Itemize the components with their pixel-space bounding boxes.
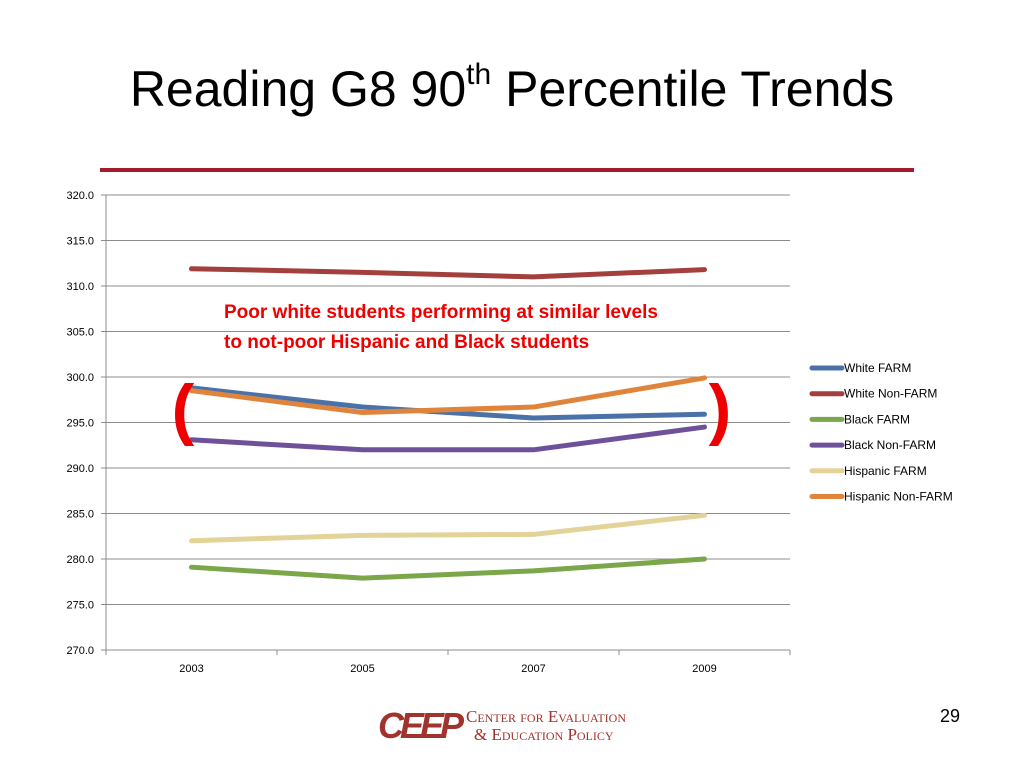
slide-title: Reading G8 90th Percentile Trends (0, 60, 1024, 117)
y-tick-label: 270.0 (66, 645, 94, 657)
y-tick-label: 305.0 (66, 327, 94, 339)
legend-label: White FARM (844, 361, 911, 375)
y-tick-label: 320.0 (66, 190, 94, 202)
annotation-close-bracket: ) (709, 371, 732, 447)
x-tick-label: 2009 (692, 663, 716, 675)
y-tick-label: 310.0 (66, 281, 94, 293)
series-line (189, 424, 707, 453)
logo-line-1: Center for Evaluation (466, 707, 627, 726)
series-line (189, 385, 707, 421)
legend-label: Hispanic Non-FARM (844, 490, 953, 504)
y-tick-label: 290.0 (66, 463, 94, 475)
y-tick-label: 285.0 (66, 509, 94, 521)
logo-mark: CEEP (378, 705, 464, 746)
ceep-logo: CEEP Center for Evaluation & Education P… (378, 706, 658, 748)
logo-line-2: & Education Policy (474, 725, 614, 744)
page-number: 29 (939, 706, 961, 726)
legend-label: Black Non-FARM (844, 438, 936, 452)
y-tick-label: 315.0 (66, 236, 94, 248)
series-line (189, 266, 707, 280)
x-tick-label: 2007 (521, 663, 545, 675)
series-line (189, 556, 707, 581)
x-tick-label: 2005 (350, 663, 374, 675)
y-tick-label: 295.0 (66, 418, 94, 430)
y-tick-label: 275.0 (66, 600, 94, 612)
y-tick-label: 280.0 (66, 554, 94, 566)
logo-wordmark: Center for Evaluation & Education Policy (466, 708, 626, 744)
slide-title-main: Reading G8 90 (129, 61, 467, 117)
legend-label: Hispanic FARM (844, 464, 927, 478)
series-line (189, 375, 707, 415)
slide-title-superscript: th (466, 58, 492, 91)
line-chart: 270.0 275.0 280.0 285.0 290.0 295.0 300.0 305.0… (66, 190, 953, 675)
y-tick-label: 300.0 (66, 372, 94, 384)
x-tick-label: 2003 (179, 663, 203, 675)
annotation-line-1: Poor white students performing at simila… (224, 302, 658, 323)
annotation-open-bracket: ( (172, 371, 195, 447)
annotation-line-2: to not-poor Hispanic and Black students (224, 332, 589, 353)
title-divider (100, 168, 914, 172)
slide-title-rest: Percentile Trends (491, 61, 895, 117)
legend-label: White Non-FARM (844, 387, 937, 401)
series-line (189, 512, 707, 544)
legend-label: Black FARM (844, 412, 910, 426)
